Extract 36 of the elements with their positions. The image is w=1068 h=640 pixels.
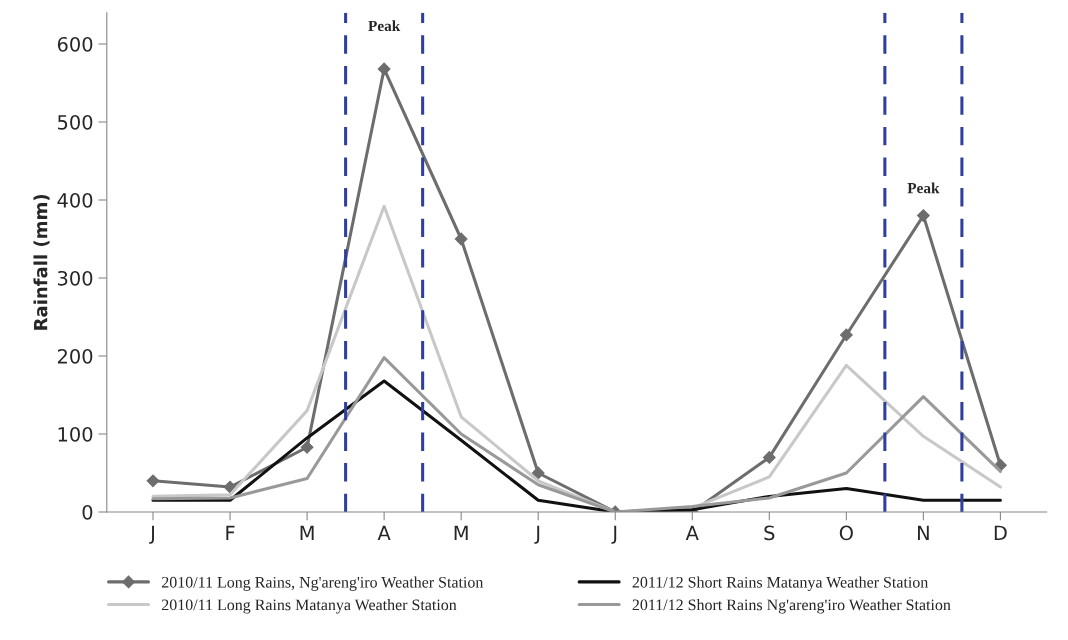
line-series	[151, 204, 1002, 512]
x-tick-label: O	[839, 525, 853, 541]
point	[223, 480, 237, 494]
y-tick-label: 400	[57, 192, 93, 208]
y-tick-label: 500	[57, 114, 93, 130]
point	[916, 209, 930, 223]
point	[146, 474, 160, 488]
legend-label: 2010/11 Long Rains Matanya Weather Station	[161, 599, 457, 614]
point	[762, 450, 776, 464]
x-tick-label: A	[377, 525, 391, 540]
x-tick-label: M	[300, 525, 314, 540]
x-tick-label: M	[454, 525, 468, 540]
point	[300, 440, 314, 454]
legend-label: 2011/12 Short Rains Matanya Weather Station	[632, 576, 929, 591]
point	[839, 328, 853, 342]
y-tick-label: 200	[57, 348, 93, 364]
x-tick-label: F	[226, 525, 235, 540]
annotation: Peak	[368, 20, 401, 32]
annotation: Peak	[907, 182, 940, 194]
point	[377, 62, 391, 76]
y-tick-label: 100	[58, 426, 93, 442]
point	[531, 466, 545, 480]
x-tick-label: D	[994, 525, 1007, 540]
x-tick-label: A	[685, 525, 699, 540]
legend-label: 2010/11 Long Rains, Ng'areng'iro Weather Station	[161, 576, 484, 591]
x-tick-label: N	[918, 525, 929, 540]
x-tick-label: J	[149, 525, 154, 544]
y-tick-label: 600	[57, 36, 93, 52]
y-axis-title: Rainfall (mm)	[33, 194, 50, 330]
y-tick-label: 300	[57, 270, 93, 286]
x-tick-label: S	[764, 525, 775, 541]
legend-label: 2011/12 Short Rains Ng'areng'iro Weather Station	[632, 599, 951, 614]
x-tick-label: J	[534, 525, 540, 544]
point	[454, 232, 468, 246]
x-tick-label: J	[611, 525, 617, 544]
y-tick-label: 0	[82, 504, 93, 520]
